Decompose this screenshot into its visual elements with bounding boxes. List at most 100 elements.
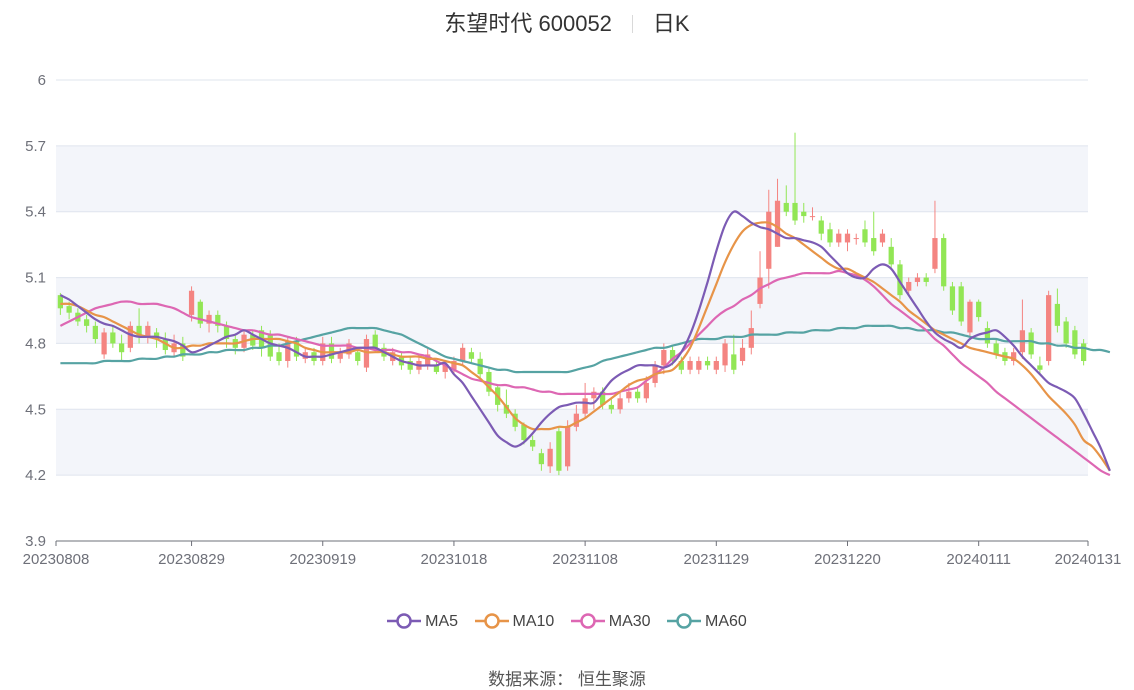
- x-tick-label: 20230829: [158, 551, 225, 568]
- candle-body: [958, 286, 964, 322]
- candle-body: [468, 352, 475, 359]
- candle-body: [197, 301, 203, 324]
- candle-body: [906, 281, 912, 291]
- y-tick-label: 5.1: [25, 270, 46, 287]
- source-value: 恒生聚源: [577, 670, 646, 689]
- candle-body: [591, 391, 597, 399]
- y-tick-label: 4.8: [25, 335, 46, 352]
- candle-body: [967, 301, 973, 333]
- candle-body: [836, 233, 842, 243]
- candle-body: [941, 238, 947, 287]
- candle-body: [521, 424, 527, 441]
- candle-body: [914, 277, 921, 282]
- legend-ma5-label: MA5: [425, 613, 459, 630]
- x-tick-label: 20230919: [289, 551, 356, 568]
- candle-body: [101, 332, 107, 355]
- y-tick-label: 6: [38, 72, 46, 89]
- candle-body: [547, 448, 553, 467]
- candle-body: [180, 343, 186, 357]
- candle-body: [844, 233, 851, 243]
- legend-ma10-label: MA10: [512, 613, 555, 630]
- candle-body: [1028, 332, 1034, 355]
- grid-band: [56, 409, 1088, 476]
- legend-ma60-label: MA60: [705, 613, 747, 630]
- candle-body: [669, 350, 676, 361]
- candle-body: [145, 325, 151, 337]
- legend-ma60-icon: [667, 613, 702, 629]
- candle-body: [976, 301, 982, 318]
- candle-body: [83, 319, 90, 326]
- candle-body: [879, 233, 886, 243]
- candle-body: [573, 413, 579, 427]
- candle-body: [407, 360, 413, 370]
- candle-body: [337, 352, 343, 359]
- candle-body: [984, 328, 991, 344]
- legend-ma10[interactable]: MA10: [474, 612, 555, 631]
- candle-body: [722, 343, 728, 366]
- candle-body: [293, 341, 300, 357]
- candle-body: [713, 360, 719, 370]
- x-tick-label: 20231220: [814, 551, 881, 568]
- chart-title: 东望时代 600052 日K: [0, 6, 1134, 38]
- y-tick-label: 5.4: [25, 204, 46, 221]
- candle-body: [57, 295, 63, 309]
- candle-body: [276, 352, 282, 361]
- candle-body: [949, 286, 956, 311]
- candle-body: [862, 229, 868, 243]
- candle-body: [783, 202, 789, 212]
- legend-ma5-icon: [387, 613, 422, 629]
- candle-body: [92, 325, 98, 340]
- legend-ma30-icon: [570, 613, 605, 629]
- candle-body: [215, 314, 221, 326]
- legend-ma5[interactable]: MA5: [387, 612, 458, 631]
- source-label: 数据来源：: [488, 670, 574, 689]
- candle-body: [372, 334, 378, 348]
- candle-body: [774, 200, 781, 247]
- legend-ma30[interactable]: MA30: [570, 612, 651, 631]
- candle-body: [118, 343, 125, 353]
- candle-body: [871, 238, 877, 252]
- candle-body: [503, 404, 510, 414]
- candlestick-chart: 3.9 4.2 4.5 4.8 5.1 5.4 5.7 6 20230808 20230829 20…: [23, 72, 1122, 568]
- data-source: 数据来源： 恒生聚源: [0, 665, 1134, 690]
- candle-body: [512, 413, 518, 427]
- candle-body: [442, 365, 448, 372]
- title-divider: [631, 15, 633, 33]
- candle-body: [460, 347, 466, 361]
- candle-body: [827, 229, 833, 243]
- candle-body: [355, 352, 361, 361]
- y-tick-label: 4.5: [25, 401, 46, 418]
- candle-body: [608, 404, 614, 410]
- candle-body: [932, 238, 938, 269]
- grid-band: [56, 145, 1088, 212]
- chart-legend: MA5 MA10 MA30 MA60: [0, 612, 1134, 631]
- candle-body: [626, 391, 632, 399]
- candle-body: [110, 332, 116, 344]
- x-tick-label: 20240131: [1055, 551, 1122, 568]
- legend-ma60[interactable]: MA60: [667, 612, 747, 631]
- candle-body: [285, 341, 291, 361]
- candle-body: [678, 360, 684, 370]
- candle-body: [696, 360, 702, 370]
- candle-body: [223, 325, 230, 340]
- candle-body: [433, 365, 440, 372]
- candle-body: [1054, 303, 1061, 326]
- candle-body: [363, 339, 370, 368]
- ma5-line: [59, 210, 1111, 472]
- candle-body: [1081, 343, 1087, 361]
- candle-body: [923, 277, 929, 282]
- candle-body: [599, 391, 606, 405]
- stock-name-code: 东望时代 600052: [444, 11, 612, 36]
- candle-body: [661, 350, 667, 366]
- candle-body: [1011, 352, 1017, 361]
- candle-body: [801, 211, 807, 217]
- candle-body: [582, 398, 588, 414]
- candle-body: [188, 290, 195, 315]
- candle-body: [818, 220, 824, 234]
- x-tick-label: 20231129: [683, 551, 749, 568]
- candle-body: [739, 347, 746, 361]
- candle-body: [731, 354, 737, 370]
- candle-body: [888, 246, 894, 265]
- candle-body: [1037, 365, 1043, 370]
- candle-body: [704, 360, 711, 366]
